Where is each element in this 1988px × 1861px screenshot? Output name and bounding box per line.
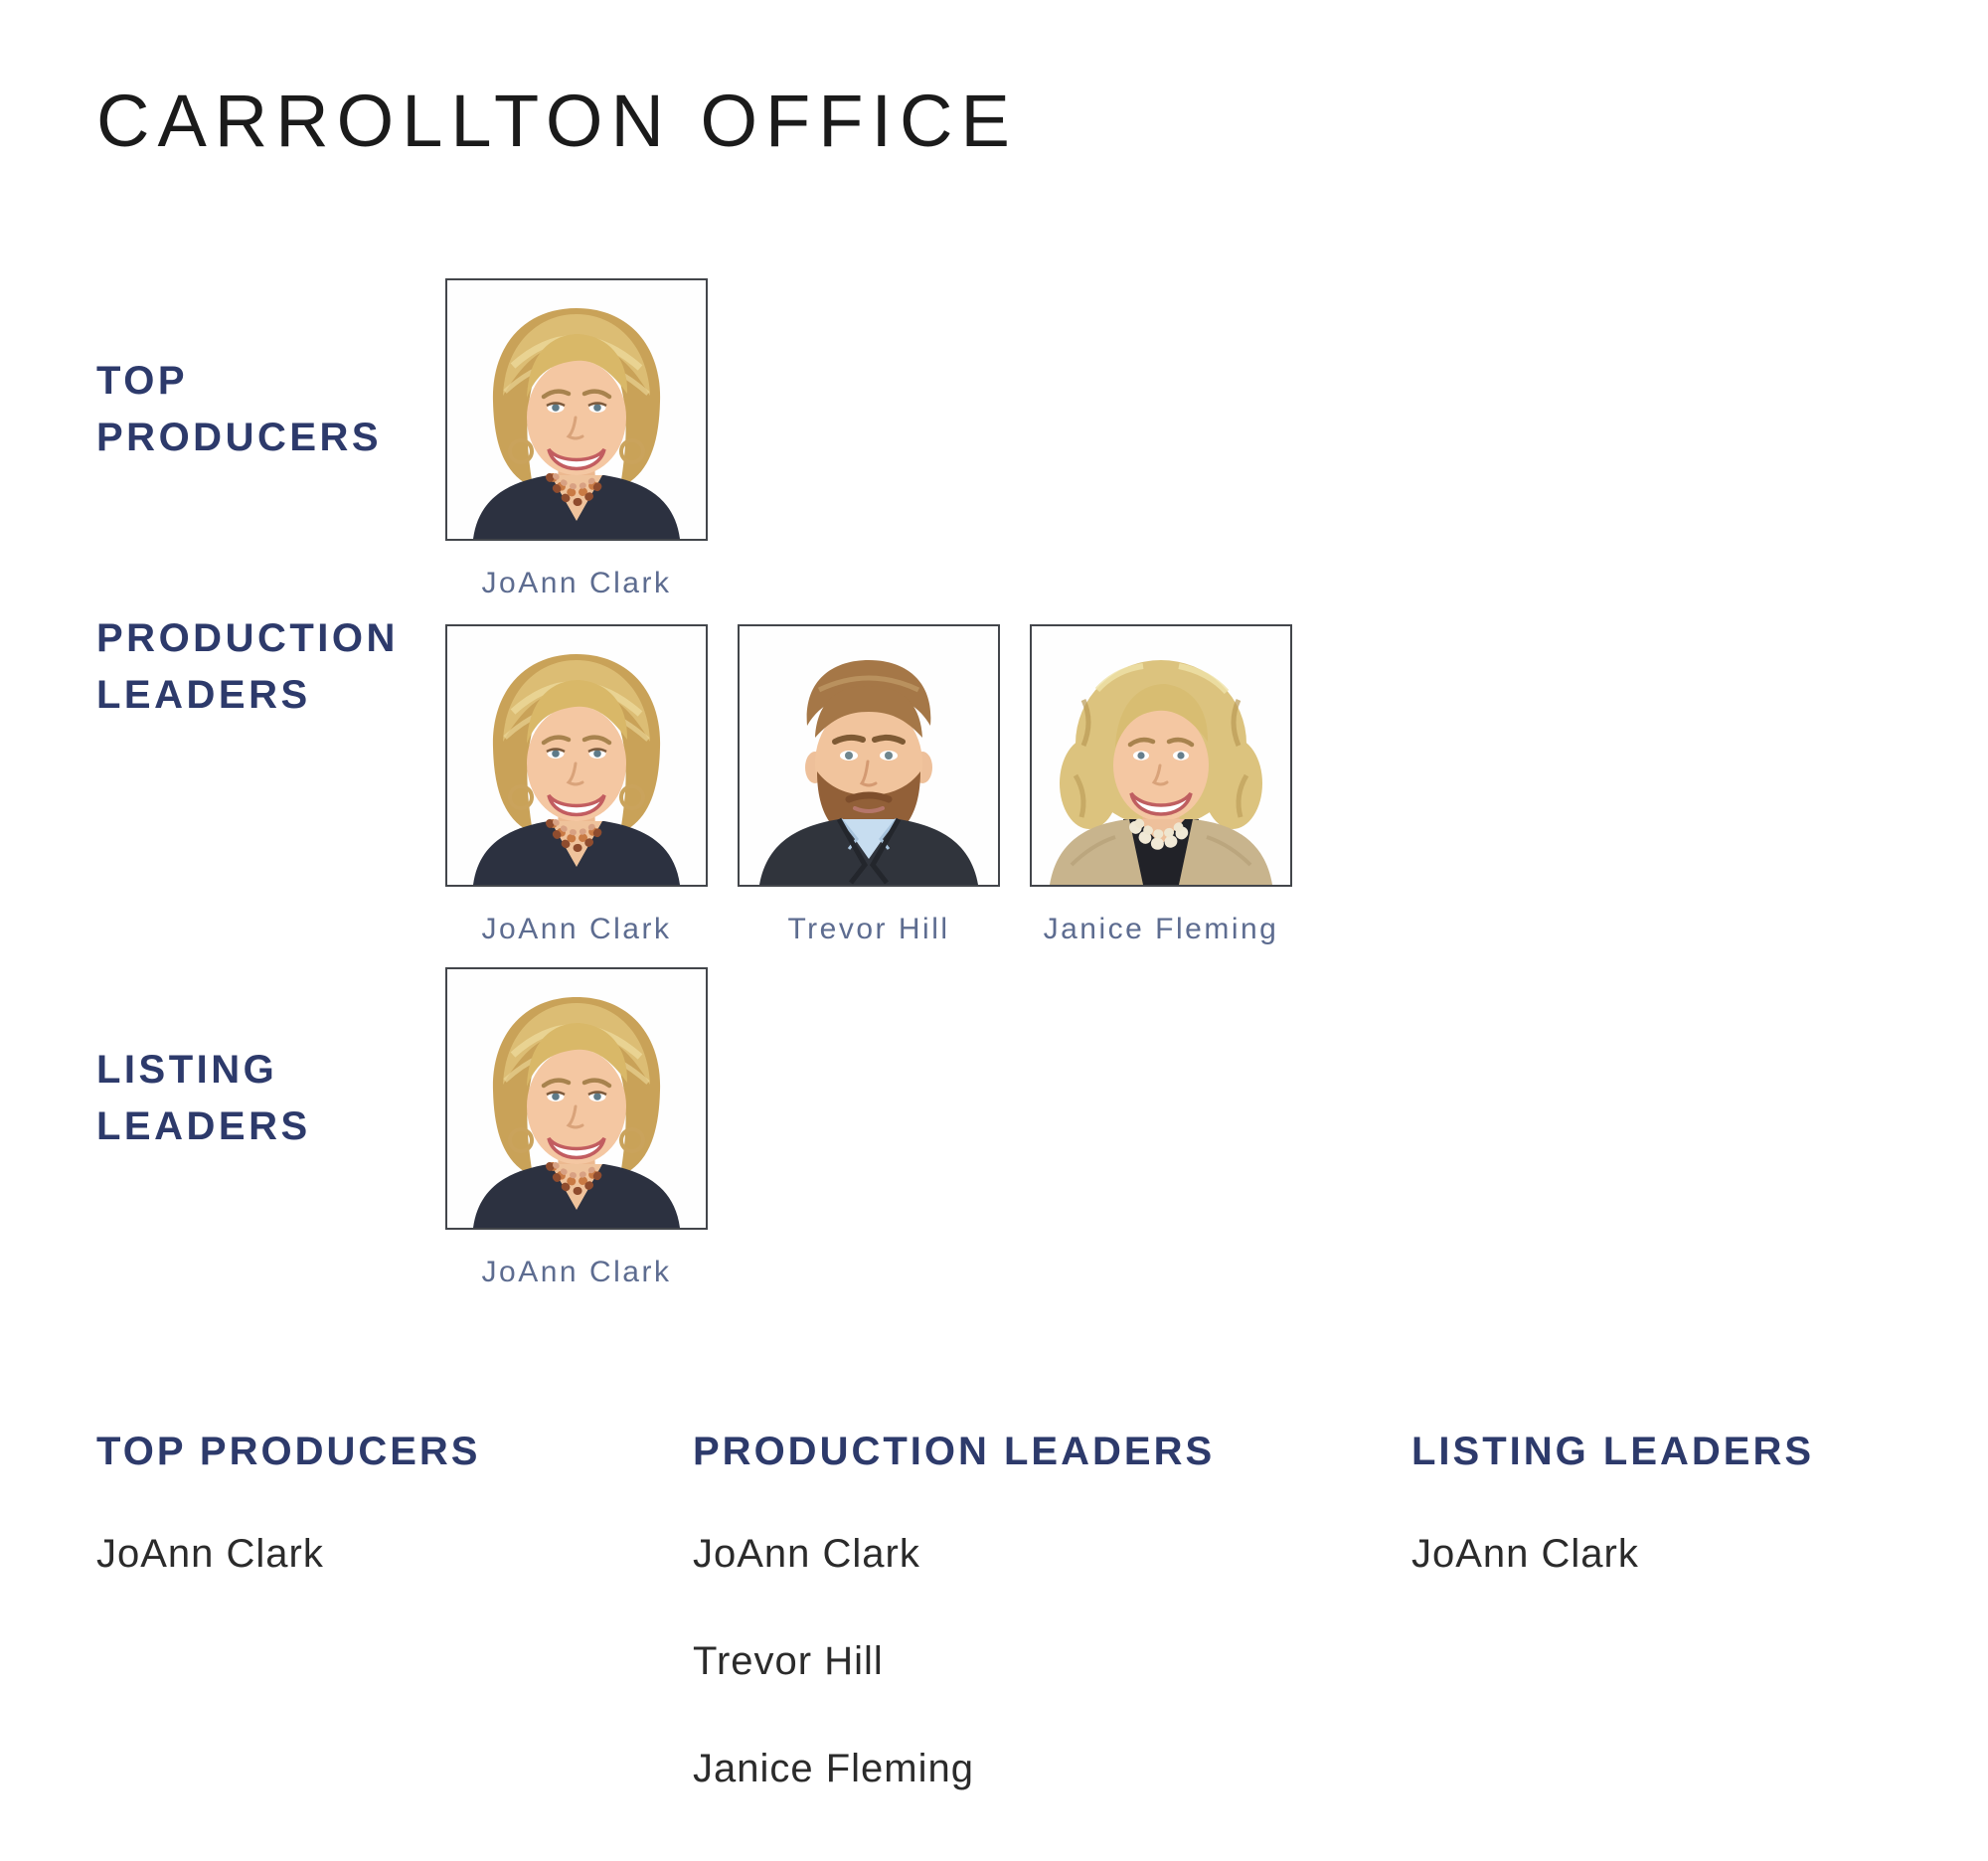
person-caption: JoAnn Clark [481,1256,672,1288]
card-group-listing-leaders: JoAnn Clark [445,967,708,1291]
summary-column-production-leaders: PRODUCTION LEADERS JoAnn Clark Trevor Hi… [693,1428,1411,1852]
person-caption: Trevor Hill [787,913,950,945]
summary-column-listing-leaders: LISTING LEADERS JoAnn Clark [1411,1428,1814,1852]
headshot-joann-clark [445,278,708,541]
headshot-janice-fleming [1030,624,1292,887]
joann-clark-portrait-icon [447,280,706,539]
joann-clark-portrait-icon [447,626,706,885]
headshot-joann-clark [445,967,708,1230]
trevor-hill-portrait-icon [740,626,998,885]
person-card: Trevor Hill [738,624,1000,948]
janice-fleming-portrait-icon [1032,626,1290,885]
section-label-top-producers: TOP PRODUCERS [96,359,383,459]
summary-name: Janice Fleming [693,1747,975,1790]
person-caption: JoAnn Clark [481,567,672,599]
summary-section: TOP PRODUCERS JoAnn Clark PRODUCTION LEA… [96,1428,1988,1852]
card-group-top-producers: JoAnn Clark [445,278,708,602]
summary-name: JoAnn Clark [1411,1532,1639,1576]
summary-heading: PRODUCTION LEADERS [693,1430,1216,1473]
gallery-row-top-producers: TOP PRODUCERS JoAnn Clark [96,278,1988,602]
joann-clark-portrait-icon [447,969,706,1228]
headshot-trevor-hill [738,624,1000,887]
person-caption: Janice Fleming [1043,913,1279,945]
summary-heading: TOP PRODUCERS [96,1430,481,1473]
section-label-listing-leaders: LISTING LEADERS [96,1048,311,1148]
section-label-production-leaders: PRODUCTION LEADERS [96,616,399,717]
photo-gallery: TOP PRODUCERS JoAnn Clark PRODUCTION LEA… [96,278,1988,1291]
page-title: CARROLLTON OFFICE [96,80,1018,162]
summary-name: Trevor Hill [693,1639,884,1683]
summary-heading: LISTING LEADERS [1411,1430,1815,1473]
summary-name: JoAnn Clark [693,1532,920,1576]
person-card: JoAnn Clark [445,967,708,1291]
gallery-row-listing-leaders: LISTING LEADERS JoAnn Clark [96,967,1988,1291]
person-card: Janice Fleming [1030,624,1292,948]
headshot-joann-clark [445,624,708,887]
summary-name: JoAnn Clark [96,1532,324,1576]
person-card: JoAnn Clark [445,624,708,948]
person-caption: JoAnn Clark [481,913,672,945]
person-card: JoAnn Clark [445,278,708,602]
gallery-row-production-leaders: PRODUCTION LEADERS JoAnn Clark Trevor Hi… [96,616,1988,948]
card-group-production-leaders: JoAnn Clark Trevor Hill Janice Fleming [445,624,1292,948]
summary-column-top-producers: TOP PRODUCERS JoAnn Clark [96,1428,693,1852]
